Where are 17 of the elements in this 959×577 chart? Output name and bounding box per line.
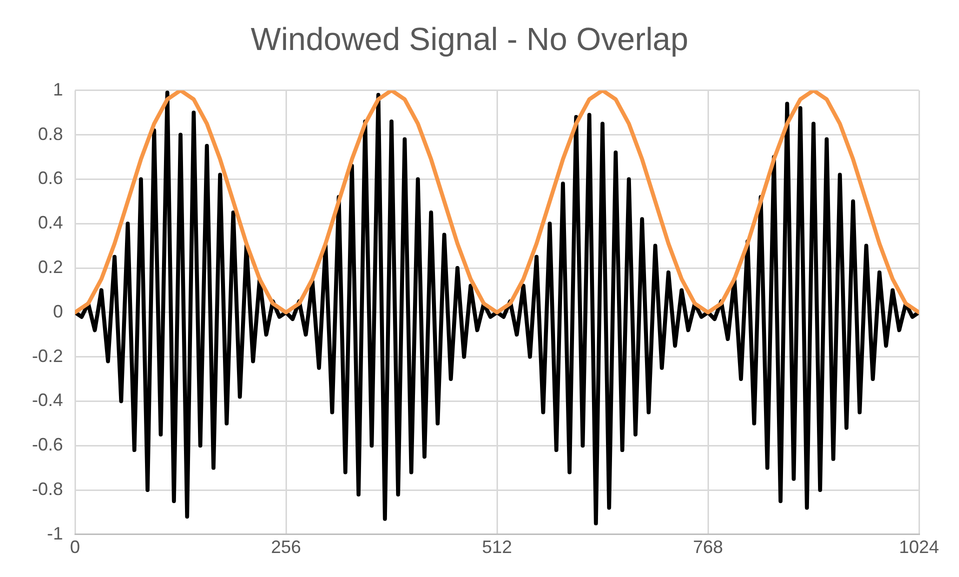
y-tick-label: 0.4 (38, 212, 64, 233)
y-tick-label: -1 (47, 523, 64, 544)
x-tick-label: 1024 (898, 537, 940, 558)
y-tick-label: 1 (53, 79, 64, 100)
x-tick-label: 768 (692, 537, 724, 558)
y-tick-label: -0.2 (32, 346, 64, 366)
x-tick-label: 0 (70, 537, 80, 558)
y-tick-label: -0.4 (32, 390, 64, 410)
x-tick-label: 256 (270, 537, 302, 558)
y-tick-label: 0 (53, 301, 64, 322)
y-tick-label: -0.6 (32, 434, 64, 455)
y-tick-label: -0.8 (32, 478, 64, 499)
y-tick-label: 0.2 (38, 256, 64, 277)
chart-title: Windowed Signal - No Overlap (250, 21, 688, 58)
y-tick-label: 0.6 (38, 168, 64, 188)
y-tick-label: 0.8 (38, 124, 64, 144)
x-tick-label: 512 (482, 537, 512, 558)
